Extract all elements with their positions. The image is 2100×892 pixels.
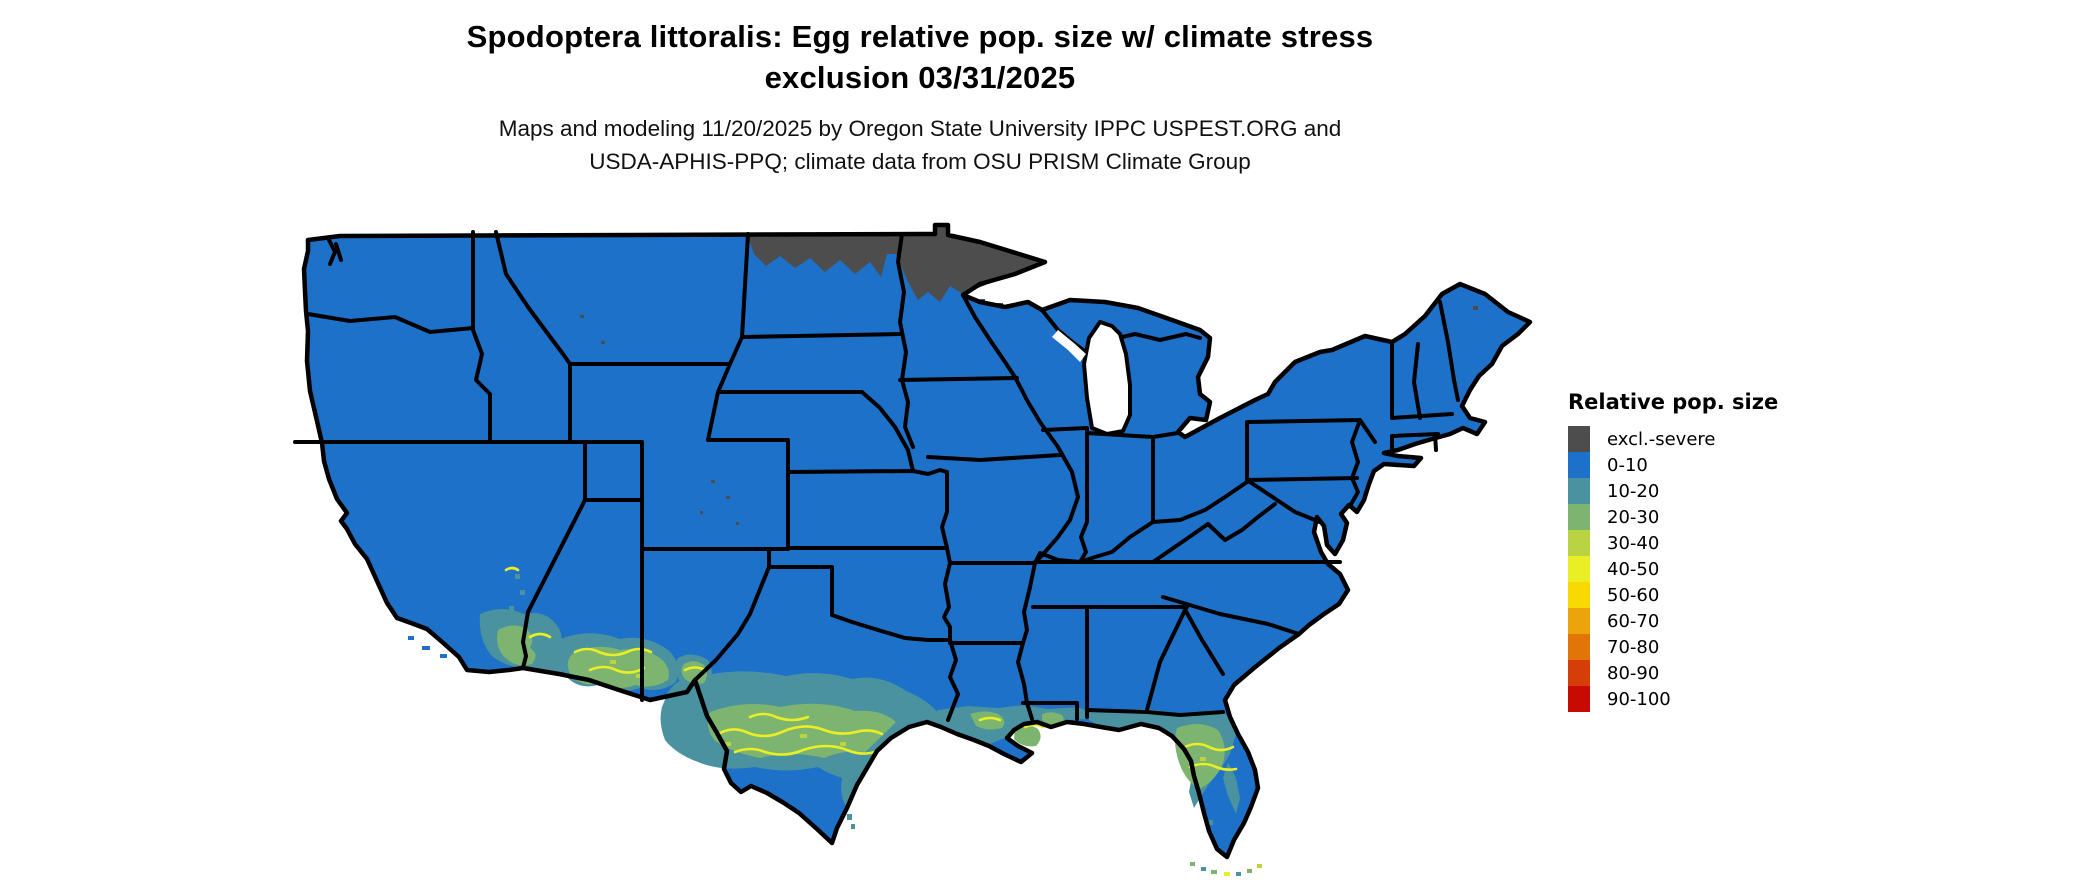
- offshore-islands: [314, 242, 447, 658]
- legend-label: 10-20: [1607, 480, 1660, 502]
- legend-item-0-10: 0-10: [1568, 452, 1778, 478]
- florida-keys-specks: [1190, 862, 1262, 876]
- us-map-svg: [293, 222, 1533, 876]
- map-title-line2: exclusion 03/31/2025: [764, 60, 1076, 95]
- hotspot-newmexico-green: [681, 661, 707, 684]
- legend-label: 60-70: [1607, 610, 1660, 632]
- legend-swatch: [1568, 686, 1590, 712]
- hotspot-yellow-layer: [504, 566, 1238, 771]
- legend-label: 30-40: [1607, 532, 1660, 554]
- legend-label: 0-10: [1607, 454, 1648, 476]
- legend-item-70-80: 70-80: [1568, 634, 1778, 660]
- hotspot-louisiana-green2: [1014, 725, 1041, 747]
- legend-item-excl.-severe: excl.-severe: [1568, 426, 1778, 452]
- excluded-severe-region: [748, 225, 1042, 302]
- hotspot-green-layer: [497, 625, 1225, 789]
- map-subtitle-line2: USDA-APHIS-PPQ; climate data from OSU PR…: [589, 149, 1251, 174]
- legend-label: 70-80: [1607, 636, 1660, 658]
- us-map: [280, 222, 1550, 882]
- hotspot-yellowgreen-specks: [610, 660, 1206, 761]
- map-subtitle: Maps and modeling 11/20/2025 by Oregon S…: [0, 112, 1840, 178]
- legend-swatch: [1568, 426, 1590, 452]
- conus-landmass: [304, 225, 1530, 857]
- legend-label: 50-60: [1607, 584, 1660, 606]
- legend-label: 20-30: [1607, 506, 1660, 528]
- legend-item-80-90: 80-90: [1568, 660, 1778, 686]
- legend-swatch: [1568, 530, 1590, 556]
- hotspot-florida-eastcoast-teal: [1223, 762, 1240, 814]
- conus-outline: [301, 222, 1533, 860]
- legend-item-10-20: 10-20: [1568, 478, 1778, 504]
- green-bay: [1052, 330, 1086, 362]
- hotspot-texas-green: [707, 703, 896, 758]
- legend-item-60-70: 60-70: [1568, 608, 1778, 634]
- map-subtitle-line1: Maps and modeling 11/20/2025 by Oregon S…: [498, 116, 1342, 141]
- legend-label: 90-100: [1607, 688, 1671, 710]
- legend-item-90-100: 90-100: [1568, 686, 1778, 712]
- legend-rows: excl.-severe 0-10 10-20 20-30 30-40 40-50 50-6…: [1568, 426, 1778, 712]
- legend-swatch: [1568, 452, 1590, 478]
- legend-swatch: [1568, 504, 1590, 530]
- legend-label: excl.-severe: [1607, 428, 1716, 450]
- legend-label: 40-50: [1607, 558, 1660, 580]
- legend-swatch: [1568, 478, 1590, 504]
- hotspot-louisiana-green1: [970, 711, 1005, 730]
- map-title-line1: Spodoptera littoralis: Egg relative pop.…: [466, 19, 1374, 54]
- legend-swatch: [1568, 608, 1590, 634]
- legend-swatch: [1568, 634, 1590, 660]
- legend-item-40-50: 40-50: [1568, 556, 1778, 582]
- legend-item-50-60: 50-60: [1568, 582, 1778, 608]
- legend-label: 80-90: [1607, 662, 1660, 684]
- legend-swatch: [1568, 660, 1590, 686]
- state-boundaries: [293, 230, 1460, 722]
- legend-title: Relative pop. size: [1568, 390, 1779, 414]
- legend-swatch: [1568, 582, 1590, 608]
- legend-swatch: [1568, 556, 1590, 582]
- legend: Relative pop. size excl.-severe 0-10 10-20…: [1568, 390, 1778, 712]
- legend-item-20-30: 20-30: [1568, 504, 1778, 530]
- lake-michigan: [1082, 320, 1132, 436]
- header: Spodoptera littoralis: Egg relative pop.…: [0, 16, 1840, 178]
- legend-item-30-40: 30-40: [1568, 530, 1778, 556]
- hotspot-florida-green: [1175, 723, 1225, 789]
